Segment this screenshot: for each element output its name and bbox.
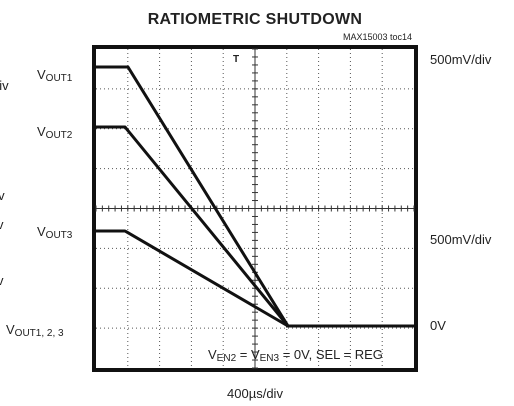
trace-vout1	[96, 65, 290, 327]
scale-label: 500mV/div	[430, 52, 492, 67]
time-scale: 400µs/div	[227, 386, 283, 401]
cut-off-labels: div div v v	[0, 78, 9, 288]
scale-label: 500mV/div	[430, 232, 492, 247]
zero-label: 0V	[430, 318, 446, 333]
title: RATIOMETRIC SHUTDOWN	[148, 11, 363, 28]
figure-id: MAX15003 toc14	[343, 32, 412, 42]
annotation: VEN2 = VEN3 = 0V, SEL = REG	[208, 347, 383, 364]
trace-vout3	[96, 229, 289, 328]
trigger-marker: T	[233, 54, 239, 65]
label-vout2: VOUT2	[37, 124, 73, 141]
label-vout123: VOUT1, 2, 3	[6, 322, 64, 339]
trace-vout2	[96, 125, 290, 327]
cut-label: div	[0, 188, 5, 203]
cut-label: div	[0, 78, 9, 93]
label-vout1: VOUT1	[37, 67, 73, 84]
cut-label: v	[0, 273, 4, 288]
grid	[95, 48, 415, 369]
label-vout3: VOUT3	[37, 224, 73, 241]
cut-label: v	[0, 217, 4, 232]
